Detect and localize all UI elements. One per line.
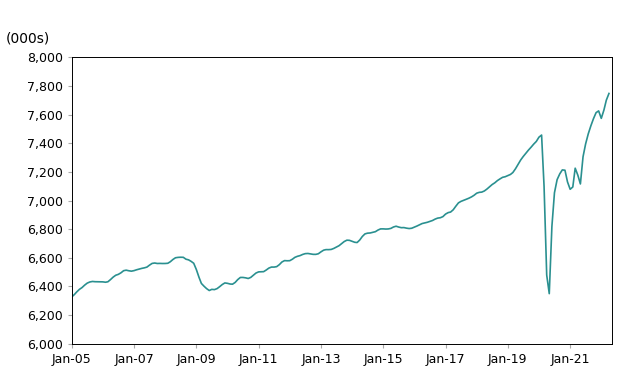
Text: (000s): (000s) bbox=[6, 32, 51, 46]
